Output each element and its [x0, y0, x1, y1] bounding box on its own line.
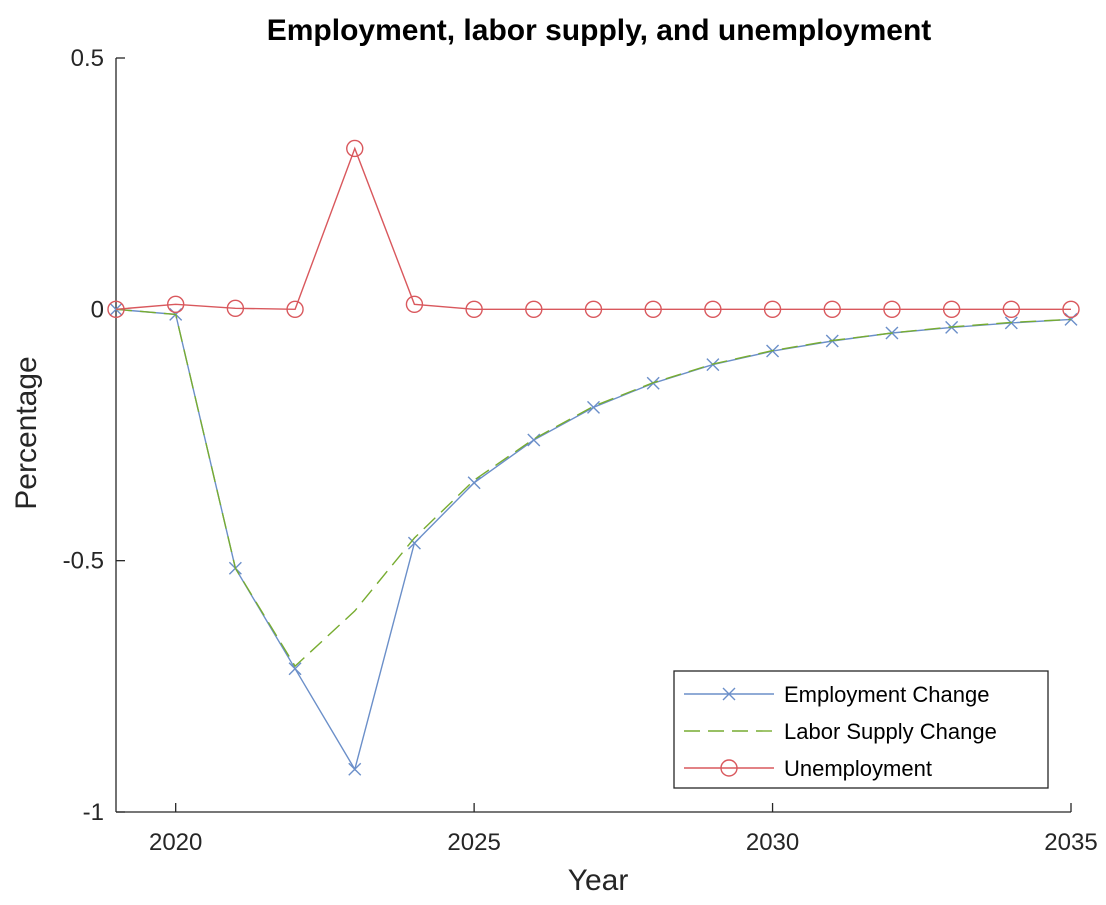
series-2-point-14 [942, 300, 961, 319]
series-2-point-4 [346, 139, 364, 158]
series-0-point-8 [587, 400, 600, 414]
series-1 [115, 308, 1072, 668]
chart-title: Employment, labor supply, and unemployme… [267, 14, 932, 47]
series-2-point-3 [286, 300, 304, 319]
x-axis-label: Year [568, 864, 629, 897]
x-tick-label-2030: 2030 [746, 829, 799, 856]
series-layer [107, 139, 1080, 776]
x-tick-label-2035: 2035 [1044, 829, 1097, 856]
series-2 [107, 139, 1080, 319]
y-tick-label-0: 0.5 [71, 45, 104, 72]
series-0-point-4 [348, 762, 362, 776]
series-2-point-15 [1002, 300, 1021, 319]
legend-label-0: Employment Change [784, 682, 989, 707]
series-2-point-5 [405, 295, 424, 314]
y-tick-label-2: -0.5 [63, 548, 104, 575]
series-0-point-16 [1064, 312, 1078, 326]
y-axis-label: Percentage [10, 356, 43, 509]
legend-label-1: Labor Supply Change [784, 719, 997, 744]
series-2-point-13 [883, 300, 901, 319]
series-0-point-6 [467, 476, 481, 490]
series-2-point-9 [644, 300, 662, 319]
series-line-1 [115, 308, 1072, 668]
x-tick-label-2025: 2025 [447, 829, 500, 856]
series-2-point-0 [107, 300, 125, 319]
y-tick-label-3: -1 [83, 799, 104, 826]
series-2-point-7 [525, 300, 543, 319]
y-tick-label-1: 0 [91, 296, 104, 323]
series-2-point-8 [584, 300, 603, 319]
series-0-point-3 [288, 662, 302, 676]
series-2-point-10 [704, 300, 722, 319]
legend-marker-0 [722, 687, 736, 701]
series-2-point-16 [1062, 300, 1080, 319]
series-2-point-12 [823, 300, 841, 319]
legend: Employment Change Labor Supply Change Unem… [673, 670, 1049, 789]
series-2-point-6 [465, 300, 483, 319]
series-2-point-1 [166, 295, 185, 314]
series-2-point-11 [763, 300, 782, 319]
axes: 2020 2025 2030 2035 0.5 0 -0.5 -1 [63, 45, 1098, 856]
series-line-2 [115, 146, 1071, 311]
x-tick-label-2020: 2020 [149, 829, 202, 856]
legend-label-2: Unemployment [784, 756, 932, 781]
series-2-point-2 [226, 299, 245, 318]
series-0-point-5 [407, 536, 421, 550]
legend-marker-2 [720, 759, 738, 777]
